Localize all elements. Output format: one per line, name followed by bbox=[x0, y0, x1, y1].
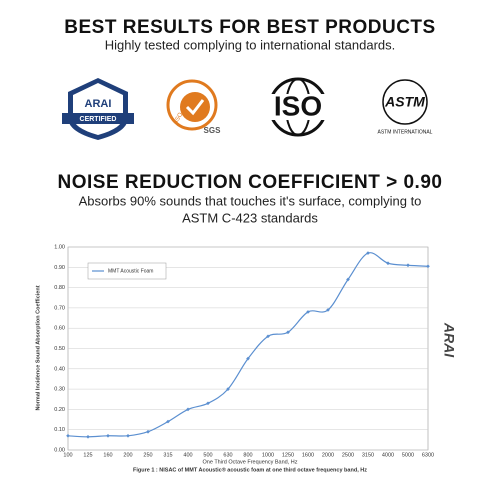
watermark: ARAI bbox=[441, 322, 457, 358]
sgs-name: SGS bbox=[204, 126, 222, 135]
point-marker bbox=[326, 308, 330, 312]
point-marker bbox=[266, 334, 270, 339]
arai-name: ARAI bbox=[85, 98, 112, 110]
legend-box bbox=[87, 262, 167, 280]
y-tick-label: 0.30 bbox=[54, 387, 65, 393]
astm-caption: ASTM INTERNATIONAL bbox=[378, 129, 433, 135]
sgs-logo: ISO 9001 SGS bbox=[166, 79, 222, 135]
point-marker bbox=[206, 401, 210, 406]
x-tick-label: 400 bbox=[183, 452, 192, 458]
point-marker bbox=[86, 434, 90, 439]
y-tick-label: 0.70 bbox=[54, 305, 65, 311]
arai-logo: ARAI CERTIFIED bbox=[62, 78, 134, 140]
x-tick-label: 6300 bbox=[422, 452, 434, 458]
point-marker bbox=[406, 263, 410, 268]
y-tick-label: 0.60 bbox=[54, 326, 65, 332]
y-tick-label: 0.00 bbox=[54, 447, 65, 453]
section-text: ASTM C-423 standards bbox=[182, 210, 318, 225]
point-marker bbox=[306, 310, 310, 314]
caption: Figure 1 : NISAC of MMT Acoustic® acoust… bbox=[133, 466, 367, 473]
x-tick-label: 315 bbox=[163, 452, 172, 458]
x-tick-label: 4000 bbox=[382, 452, 394, 458]
arai-badge: CERTIFIED bbox=[80, 116, 117, 123]
point-marker bbox=[66, 433, 70, 438]
x-tick-label: 1000 bbox=[262, 452, 274, 458]
legend-label: MMT Acoustic Foam bbox=[108, 268, 153, 274]
point-marker bbox=[166, 419, 170, 424]
x-tick-label: 100 bbox=[63, 452, 72, 458]
point-marker bbox=[386, 261, 390, 266]
y-axis-label: Normal Incidence Sound Absorption Coeffi… bbox=[35, 285, 41, 410]
y-tick-label: 0.20 bbox=[54, 407, 65, 413]
iso-logo: ISO bbox=[262, 77, 334, 137]
point-marker bbox=[426, 264, 430, 269]
x-tick-label: 800 bbox=[243, 452, 252, 458]
point-marker bbox=[146, 429, 150, 434]
astm-name: ASTM bbox=[384, 94, 425, 110]
x-tick-label: 2000 bbox=[322, 452, 334, 458]
y-tick-label: 1.00 bbox=[54, 244, 65, 250]
x-tick-label: 160 bbox=[103, 452, 112, 458]
point-marker bbox=[226, 387, 230, 391]
x-tick-label: 125 bbox=[83, 452, 92, 458]
point-marker bbox=[286, 330, 290, 335]
x-axis-label: One Third Octave Frequency Band, Hz bbox=[203, 459, 298, 465]
point-marker bbox=[366, 251, 370, 255]
x-tick-label: 5000 bbox=[402, 452, 414, 458]
x-tick-label: 200 bbox=[123, 452, 132, 458]
point-marker bbox=[246, 356, 250, 361]
x-tick-label: 500 bbox=[203, 452, 212, 458]
point-marker bbox=[106, 433, 110, 438]
title: BEST RESULTS FOR BEST PRODUCTS bbox=[64, 17, 435, 38]
y-tick-label: 0.10 bbox=[54, 427, 65, 433]
subtitle: Highly tested complying to international… bbox=[105, 37, 396, 52]
x-tick-label: 3150 bbox=[362, 452, 374, 458]
astm-logo: ASTM ASTM INTERNATIONAL bbox=[378, 79, 433, 135]
x-tick-label: 2500 bbox=[342, 452, 354, 458]
point-marker bbox=[346, 277, 350, 282]
iso-name: ISO bbox=[274, 90, 322, 121]
point-marker bbox=[126, 433, 130, 438]
y-tick-label: 0.40 bbox=[54, 366, 65, 372]
chart: One Third Octave Frequency Band, Hz Figu… bbox=[35, 244, 457, 473]
y-tick-label: 0.50 bbox=[54, 346, 65, 352]
section-title: NOISE REDUCTION COEFFICIENT > 0.90 bbox=[58, 172, 443, 193]
y-tick-label: 0.80 bbox=[54, 285, 65, 291]
y-tick-label: 0.90 bbox=[54, 265, 65, 271]
x-tick-label: 1250 bbox=[282, 452, 294, 458]
section-text: Absorbs 90% sounds that touches it's sur… bbox=[79, 193, 422, 208]
point-marker bbox=[186, 407, 190, 412]
x-tick-label: 1600 bbox=[302, 452, 314, 458]
x-tick-label: 250 bbox=[143, 452, 152, 458]
x-tick-label: 630 bbox=[223, 452, 232, 458]
